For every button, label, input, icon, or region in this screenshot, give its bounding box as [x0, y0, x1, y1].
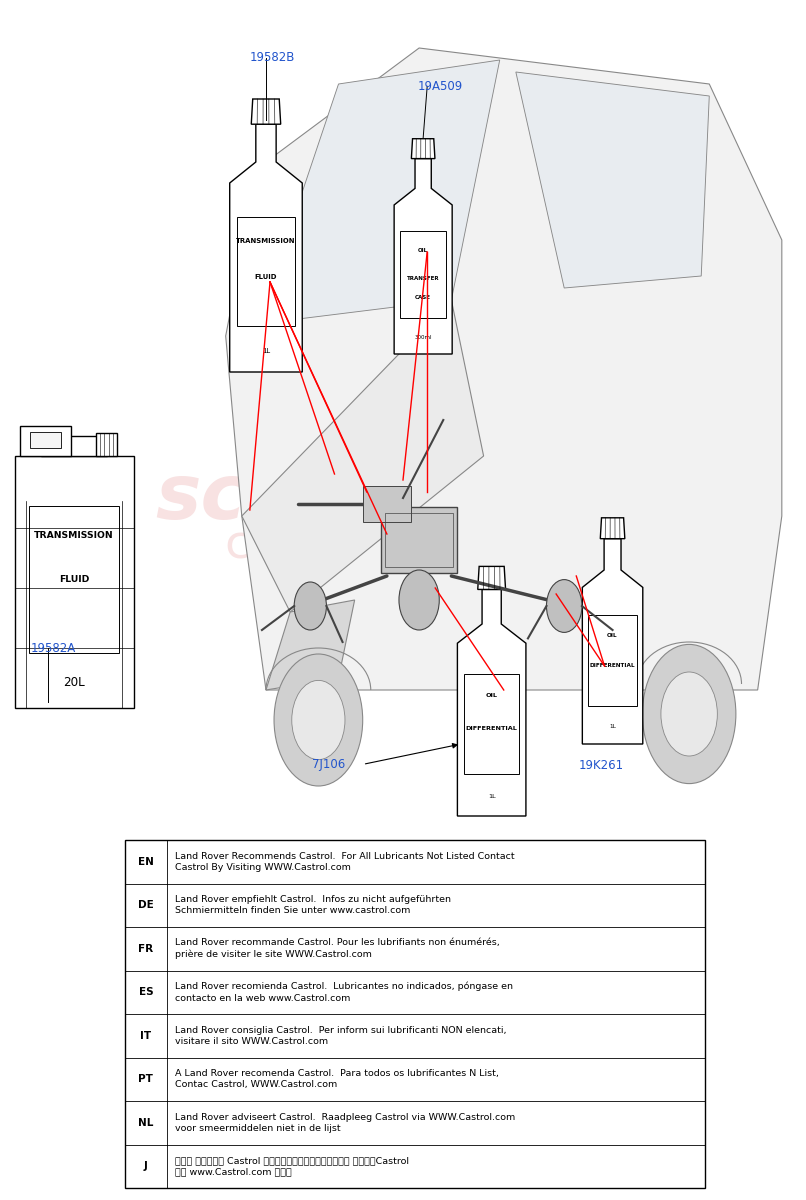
Text: 19582A: 19582A — [31, 642, 76, 654]
Bar — [31, 432, 60, 449]
Text: PT: PT — [139, 1074, 153, 1085]
Circle shape — [292, 680, 345, 760]
Text: J: J — [144, 1162, 147, 1171]
Polygon shape — [230, 124, 302, 372]
Circle shape — [546, 580, 582, 632]
Bar — [588, 494, 614, 533]
Text: 1L: 1L — [262, 348, 270, 354]
Bar — [588, 616, 637, 706]
Bar — [640, 610, 666, 648]
Bar — [666, 610, 692, 648]
Polygon shape — [582, 539, 643, 744]
Text: Land Rover empfiehlt Castrol.  Infos zu nicht aufgeführten
Schmiermitteln finden: Land Rover empfiehlt Castrol. Infos zu n… — [175, 895, 451, 916]
Text: FLUID: FLUID — [59, 575, 89, 584]
Text: OIL: OIL — [418, 248, 428, 253]
Text: 19K261: 19K261 — [579, 760, 624, 772]
Text: 19582B: 19582B — [250, 52, 295, 64]
Bar — [96, 433, 117, 456]
Text: DIFFERENTIAL: DIFFERENTIAL — [466, 726, 517, 731]
Text: Land Rover consiglia Castrol.  Per inform sui lubrificanti NON elencati,
visitar: Land Rover consiglia Castrol. Per inform… — [175, 1026, 506, 1046]
Polygon shape — [226, 48, 782, 690]
Text: TRANSFER: TRANSFER — [407, 276, 439, 281]
Bar — [363, 486, 411, 522]
Text: DE: DE — [138, 900, 154, 911]
Bar — [237, 217, 295, 325]
Circle shape — [661, 672, 717, 756]
Bar — [666, 494, 692, 533]
Text: Land Rover recomienda Castrol.  Lubricantes no indicados, póngase en
contacto en: Land Rover recomienda Castrol. Lubricant… — [175, 982, 513, 1003]
Bar — [400, 232, 447, 318]
Text: Land Rover adviseert Castrol.  Raadpleeg Castrol via WWW.Castrol.com
voor smeerm: Land Rover adviseert Castrol. Raadpleeg … — [175, 1112, 515, 1133]
Text: TRANSMISSION: TRANSMISSION — [35, 532, 114, 540]
Text: scuderia: scuderia — [155, 461, 522, 535]
Bar — [125, 840, 705, 1188]
Bar — [614, 571, 640, 610]
Text: NL: NL — [138, 1117, 153, 1128]
Text: 1L: 1L — [609, 724, 616, 730]
Bar — [614, 533, 640, 571]
Polygon shape — [600, 517, 625, 539]
Text: Land Rover Recommends Castrol.  For All Lubricants Not Listed Contact
Castrol By: Land Rover Recommends Castrol. For All L… — [175, 852, 514, 872]
Bar — [15, 456, 134, 708]
Polygon shape — [242, 300, 484, 612]
Bar — [20, 426, 71, 456]
Text: OIL: OIL — [607, 632, 618, 637]
Bar — [666, 571, 692, 610]
Text: FR: FR — [139, 943, 153, 954]
Polygon shape — [516, 72, 709, 288]
Bar — [666, 533, 692, 571]
Polygon shape — [411, 139, 435, 158]
Circle shape — [399, 570, 439, 630]
Bar — [464, 674, 519, 774]
Text: DIFFERENTIAL: DIFFERENTIAL — [590, 662, 635, 667]
Text: car  parts: car parts — [226, 523, 451, 569]
Circle shape — [294, 582, 326, 630]
Text: 7J106: 7J106 — [312, 758, 345, 770]
Bar — [614, 494, 640, 533]
Text: Land Rover recommande Castrol. Pour les lubrifiants non énumérés,
prière de visi: Land Rover recommande Castrol. Pour les … — [175, 938, 500, 959]
Bar — [588, 571, 614, 610]
Bar — [614, 610, 640, 648]
Polygon shape — [266, 600, 355, 690]
Bar — [588, 533, 614, 571]
Text: 300ml: 300ml — [414, 335, 432, 340]
Polygon shape — [458, 589, 526, 816]
Text: 20L: 20L — [64, 677, 85, 689]
Text: OIL: OIL — [486, 694, 497, 698]
Polygon shape — [478, 566, 505, 589]
Bar — [385, 512, 453, 566]
Text: TRANSMISSION: TRANSMISSION — [236, 238, 296, 244]
Bar — [381, 506, 458, 572]
Text: EN: EN — [138, 857, 154, 866]
Text: A Land Rover recomenda Castrol.  Para todos os lubrificantes N List,
Contac Cast: A Land Rover recomenda Castrol. Para tod… — [175, 1069, 499, 1090]
Bar — [640, 571, 666, 610]
Circle shape — [642, 644, 736, 784]
Text: 1L: 1L — [488, 794, 496, 799]
Text: FLUID: FLUID — [255, 274, 277, 280]
Text: IT: IT — [140, 1031, 152, 1040]
Text: 19A509: 19A509 — [418, 80, 463, 92]
Bar — [588, 610, 614, 648]
Bar — [640, 533, 666, 571]
Text: CASE: CASE — [415, 295, 431, 300]
Polygon shape — [258, 60, 500, 324]
Circle shape — [274, 654, 363, 786]
Polygon shape — [251, 98, 280, 124]
Polygon shape — [394, 158, 452, 354]
Text: ES: ES — [139, 988, 153, 997]
Bar — [41, 436, 107, 456]
Bar — [640, 494, 666, 533]
Text: ランド ローバーは Castrol を推奨。リスト外の潤滑劑につい いては、Castrol
社： www.Castrol.com まで。: ランド ローバーは Castrol を推奨。リスト外の潤滑劑につい いては、Ca… — [175, 1156, 409, 1176]
Bar — [29, 506, 119, 653]
